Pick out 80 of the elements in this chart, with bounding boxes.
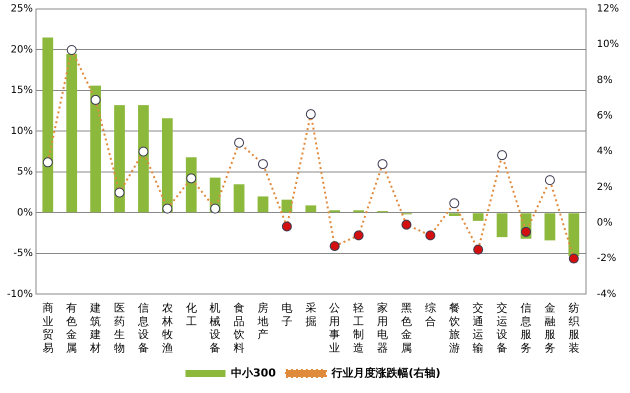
point [114,188,125,198]
y2-tick-label: 8% [596,74,613,86]
x-tick-label: 食品饮料 [232,302,245,354]
point [138,146,148,157]
y-tick-label: -10% [6,288,33,300]
y2-tick-label: 4% [596,146,613,158]
bar [568,213,580,256]
bar [472,213,484,221]
x-tick-label: 医药生物 [114,302,126,354]
bar [544,213,556,240]
point [497,150,508,160]
x-tick-label: 金融服务 [544,302,556,354]
point [425,230,436,240]
point [162,204,172,214]
y-tick-label: 5% [16,166,33,178]
y2-tick-label: 0% [596,217,613,228]
bar [90,86,101,212]
y-tick-label: 15% [10,85,33,96]
point [306,109,316,120]
y-tick-label: 10% [10,126,33,137]
x-tick-label: 建筑建材 [89,302,102,354]
y2-tick-label: 2% [596,182,613,193]
x-tick-label: 信息设备 [136,302,149,354]
bar [66,54,78,212]
point [401,220,412,230]
bar [258,196,268,212]
point [568,254,579,264]
x-tick-label: 房地产 [256,302,268,342]
point [330,241,340,252]
point [378,159,388,170]
point [544,175,555,186]
x-tick-label: 公用事业 [329,302,340,354]
x-tick-label: 采掘 [305,302,316,328]
x-tick-label: 交运设备 [496,302,508,354]
point [282,221,292,232]
point [473,244,484,255]
x-tick-label: 商业贸易 [42,302,54,354]
x-tick-label: 信息服务 [519,302,532,354]
point [354,230,364,240]
y2-tick-label: 10% [596,39,620,50]
legend-label: 行业月度涨跌幅(右轴) [330,366,441,380]
y-tick-label: 25% [10,4,33,15]
point [449,198,460,208]
point [234,138,244,148]
bar [305,205,316,212]
point [258,159,268,170]
y-tick-label: -5% [13,248,33,260]
bar [282,200,292,212]
y2-tick-label: 6% [596,110,613,122]
bar [496,213,508,238]
y-tick-label: 0% [16,207,33,218]
point [66,45,77,55]
x-tick-label: 轻工制造 [353,302,364,354]
point [520,226,531,237]
point [210,204,220,214]
y2-tick-label: 12% [596,4,620,15]
bar [114,105,125,212]
point [42,157,53,168]
x-tick-label: 纺织服装 [568,302,580,354]
bar [234,184,244,212]
x-tick-label: 电子 [281,302,292,328]
y2-tick-label: -2% [596,253,616,264]
x-tick-label: 家用电器 [377,302,388,354]
x-tick-label: 黑色金属 [400,302,412,354]
point [90,94,101,105]
x-tick-label: 机械设备 [210,302,221,354]
bar [138,105,149,212]
bar [162,118,173,212]
x-tick-label: 餐饮旅游 [448,302,460,354]
x-tick-label: 有色金属 [66,302,78,354]
x-tick-label: 农林牧渔 [160,302,173,354]
bar [448,213,460,216]
bar [42,38,54,212]
x-tick-label: 综合 [424,302,436,328]
legend-label: 中小300 [230,366,276,380]
x-tick-label: 化工 [186,302,197,328]
y2-tick-label: -4% [596,288,616,300]
point [186,173,196,184]
x-tick-label: 交通运输 [472,302,484,354]
y-tick-label: 20% [10,44,33,56]
